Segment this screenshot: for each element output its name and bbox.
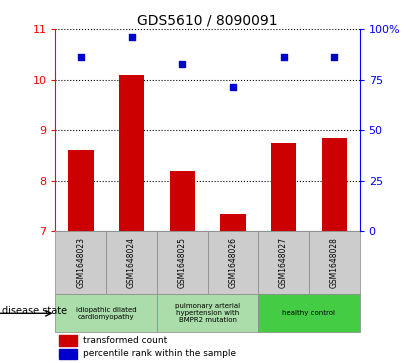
- Text: GSM1648024: GSM1648024: [127, 237, 136, 288]
- Point: [128, 34, 135, 40]
- Text: GSM1648027: GSM1648027: [279, 237, 288, 288]
- Title: GDS5610 / 8090091: GDS5610 / 8090091: [137, 14, 278, 28]
- Bar: [106, 231, 157, 294]
- Bar: [258, 294, 360, 333]
- Point: [331, 54, 337, 60]
- Bar: [157, 294, 258, 333]
- Bar: [271, 143, 296, 231]
- Bar: [309, 231, 360, 294]
- Text: disease state: disease state: [2, 306, 67, 317]
- Bar: [208, 231, 258, 294]
- Bar: [258, 231, 309, 294]
- Bar: [119, 74, 144, 231]
- Bar: [322, 138, 347, 231]
- Bar: [58, 335, 77, 346]
- Bar: [68, 150, 94, 231]
- Bar: [55, 294, 157, 333]
- Bar: [220, 213, 245, 231]
- Bar: [169, 171, 195, 231]
- Text: GSM1648023: GSM1648023: [76, 237, 85, 288]
- Bar: [157, 231, 208, 294]
- Text: healthy control: healthy control: [282, 310, 335, 316]
- Point: [179, 61, 185, 67]
- Text: transformed count: transformed count: [83, 336, 167, 345]
- Point: [230, 84, 236, 90]
- Text: GSM1648028: GSM1648028: [330, 237, 339, 288]
- Bar: [58, 348, 77, 359]
- Text: pulmonary arterial
hypertension with
BMPR2 mutation: pulmonary arterial hypertension with BMP…: [175, 303, 240, 323]
- Text: idiopathic dilated
cardiomyopathy: idiopathic dilated cardiomyopathy: [76, 307, 136, 320]
- Text: GSM1648026: GSM1648026: [229, 237, 238, 288]
- Bar: [55, 231, 106, 294]
- Point: [78, 54, 84, 60]
- Point: [280, 54, 287, 60]
- Text: GSM1648025: GSM1648025: [178, 237, 187, 288]
- Text: percentile rank within the sample: percentile rank within the sample: [83, 350, 236, 359]
